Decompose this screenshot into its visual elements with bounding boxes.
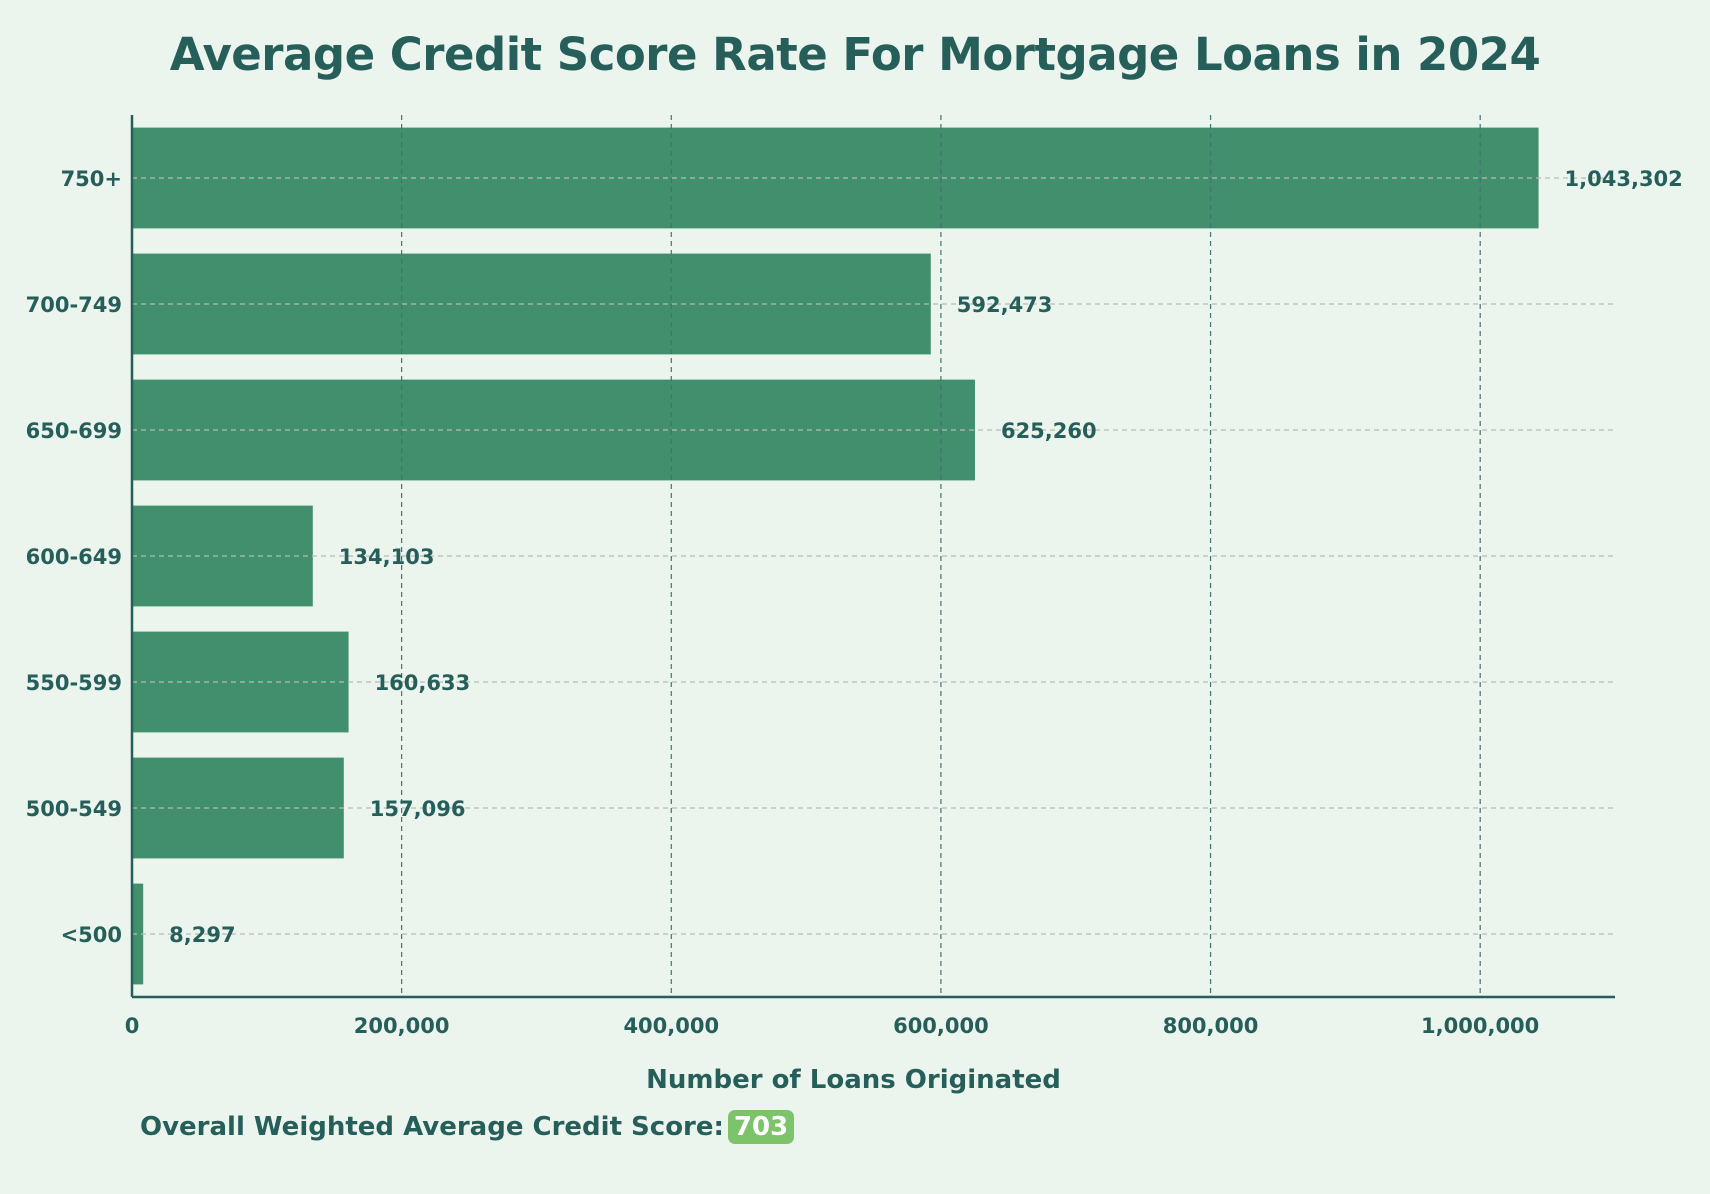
bar-value-label: 134,103 [339, 545, 435, 569]
bar-value-label: 160,633 [375, 671, 471, 695]
x-tick-label: 0 [125, 1014, 140, 1038]
x-tick-label: 400,000 [623, 1014, 719, 1038]
y-tick-label: 700-749 [26, 293, 122, 317]
bar-value-label: 157,096 [370, 797, 466, 821]
bar [132, 883, 144, 985]
bar [132, 757, 344, 859]
y-tick-label: 500-549 [26, 797, 122, 821]
y-tick-label: 650-699 [26, 419, 122, 443]
y-tick-label: 600-649 [26, 545, 122, 569]
x-tick-label: 600,000 [893, 1014, 989, 1038]
bar-value-label: 625,260 [1001, 419, 1097, 443]
bar-value-label: 592,473 [957, 293, 1053, 317]
weighted-average-footer: Overall Weighted Average Credit Score: 7… [140, 1110, 795, 1144]
x-tick-label: 1,000,000 [1421, 1014, 1539, 1038]
x-tick-label: 800,000 [1163, 1014, 1259, 1038]
labels: 750+ 1,043,302 700-749 592,473 650-699 625,26… [26, 167, 1683, 1038]
weighted-average-score-badge: 703 [727, 1110, 795, 1144]
y-tick-label: <500 [61, 923, 122, 947]
bar-value-label: 1,043,302 [1565, 167, 1683, 191]
y-tick-label: 750+ [61, 167, 122, 191]
y-tick-label: 550-599 [26, 671, 122, 695]
grid-lines [132, 115, 1615, 997]
x-tick-label: 200,000 [354, 1014, 450, 1038]
bar-value-label: 8,297 [169, 923, 235, 947]
x-axis-title: Number of Loans Originated [646, 1065, 1061, 1095]
weighted-average-label: Overall Weighted Average Credit Score: [140, 1112, 724, 1142]
chart-title: Average Credit Score Rate For Mortgage L… [169, 28, 1541, 81]
axes [130, 115, 1615, 999]
